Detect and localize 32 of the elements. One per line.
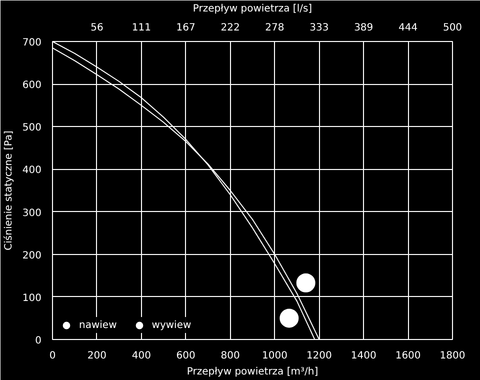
x-tick-label: 0	[49, 350, 56, 362]
y-tick-label: 0	[35, 336, 42, 346]
legend-label: nawiew	[79, 320, 117, 330]
x-tick-label: 400	[132, 350, 151, 362]
x-tick-label: 1400	[350, 350, 376, 362]
x2-tick-label: 444	[398, 22, 418, 34]
y-axis-title: Ciśnienie statyczne [Pa]	[2, 130, 14, 250]
y-tick-label: 400	[22, 165, 42, 176]
x-tick-label: 200	[87, 350, 106, 362]
y-tick-label: 700	[22, 38, 42, 48]
x2-tick-label: 56	[90, 22, 104, 34]
x2-tick-label: 389	[354, 22, 374, 34]
y-tick-label: 600	[22, 80, 42, 92]
x2-tick-label: 167	[176, 22, 196, 34]
x-tick-label: 1000	[262, 350, 288, 362]
y-tick-label: 100	[22, 292, 42, 304]
x2-tick-label: 222	[220, 22, 240, 34]
x-tick-label: 1600	[395, 350, 421, 362]
x2-axis-title: Przepływ powietrza [l/s]	[192, 4, 312, 14]
x-tick-label: 800	[220, 350, 240, 362]
legend-label: wywiew	[152, 320, 192, 330]
x-tick-label: 1800	[440, 350, 466, 362]
x2-tick-label: 278	[265, 22, 284, 34]
y-tick-label: 300	[22, 208, 42, 219]
y-tick-label: 500	[22, 122, 42, 134]
x2-tick-label: 333	[310, 22, 329, 34]
x-tick-label: 600	[176, 350, 196, 362]
x2-tick-label: 500	[442, 22, 462, 34]
x-tick-label: 1200	[306, 350, 332, 362]
y-tick-label: 200	[22, 250, 42, 262]
x2-tick-label: 111	[132, 22, 151, 34]
x-axis-title: Przepływ powietrza [m³/h]	[186, 366, 318, 378]
